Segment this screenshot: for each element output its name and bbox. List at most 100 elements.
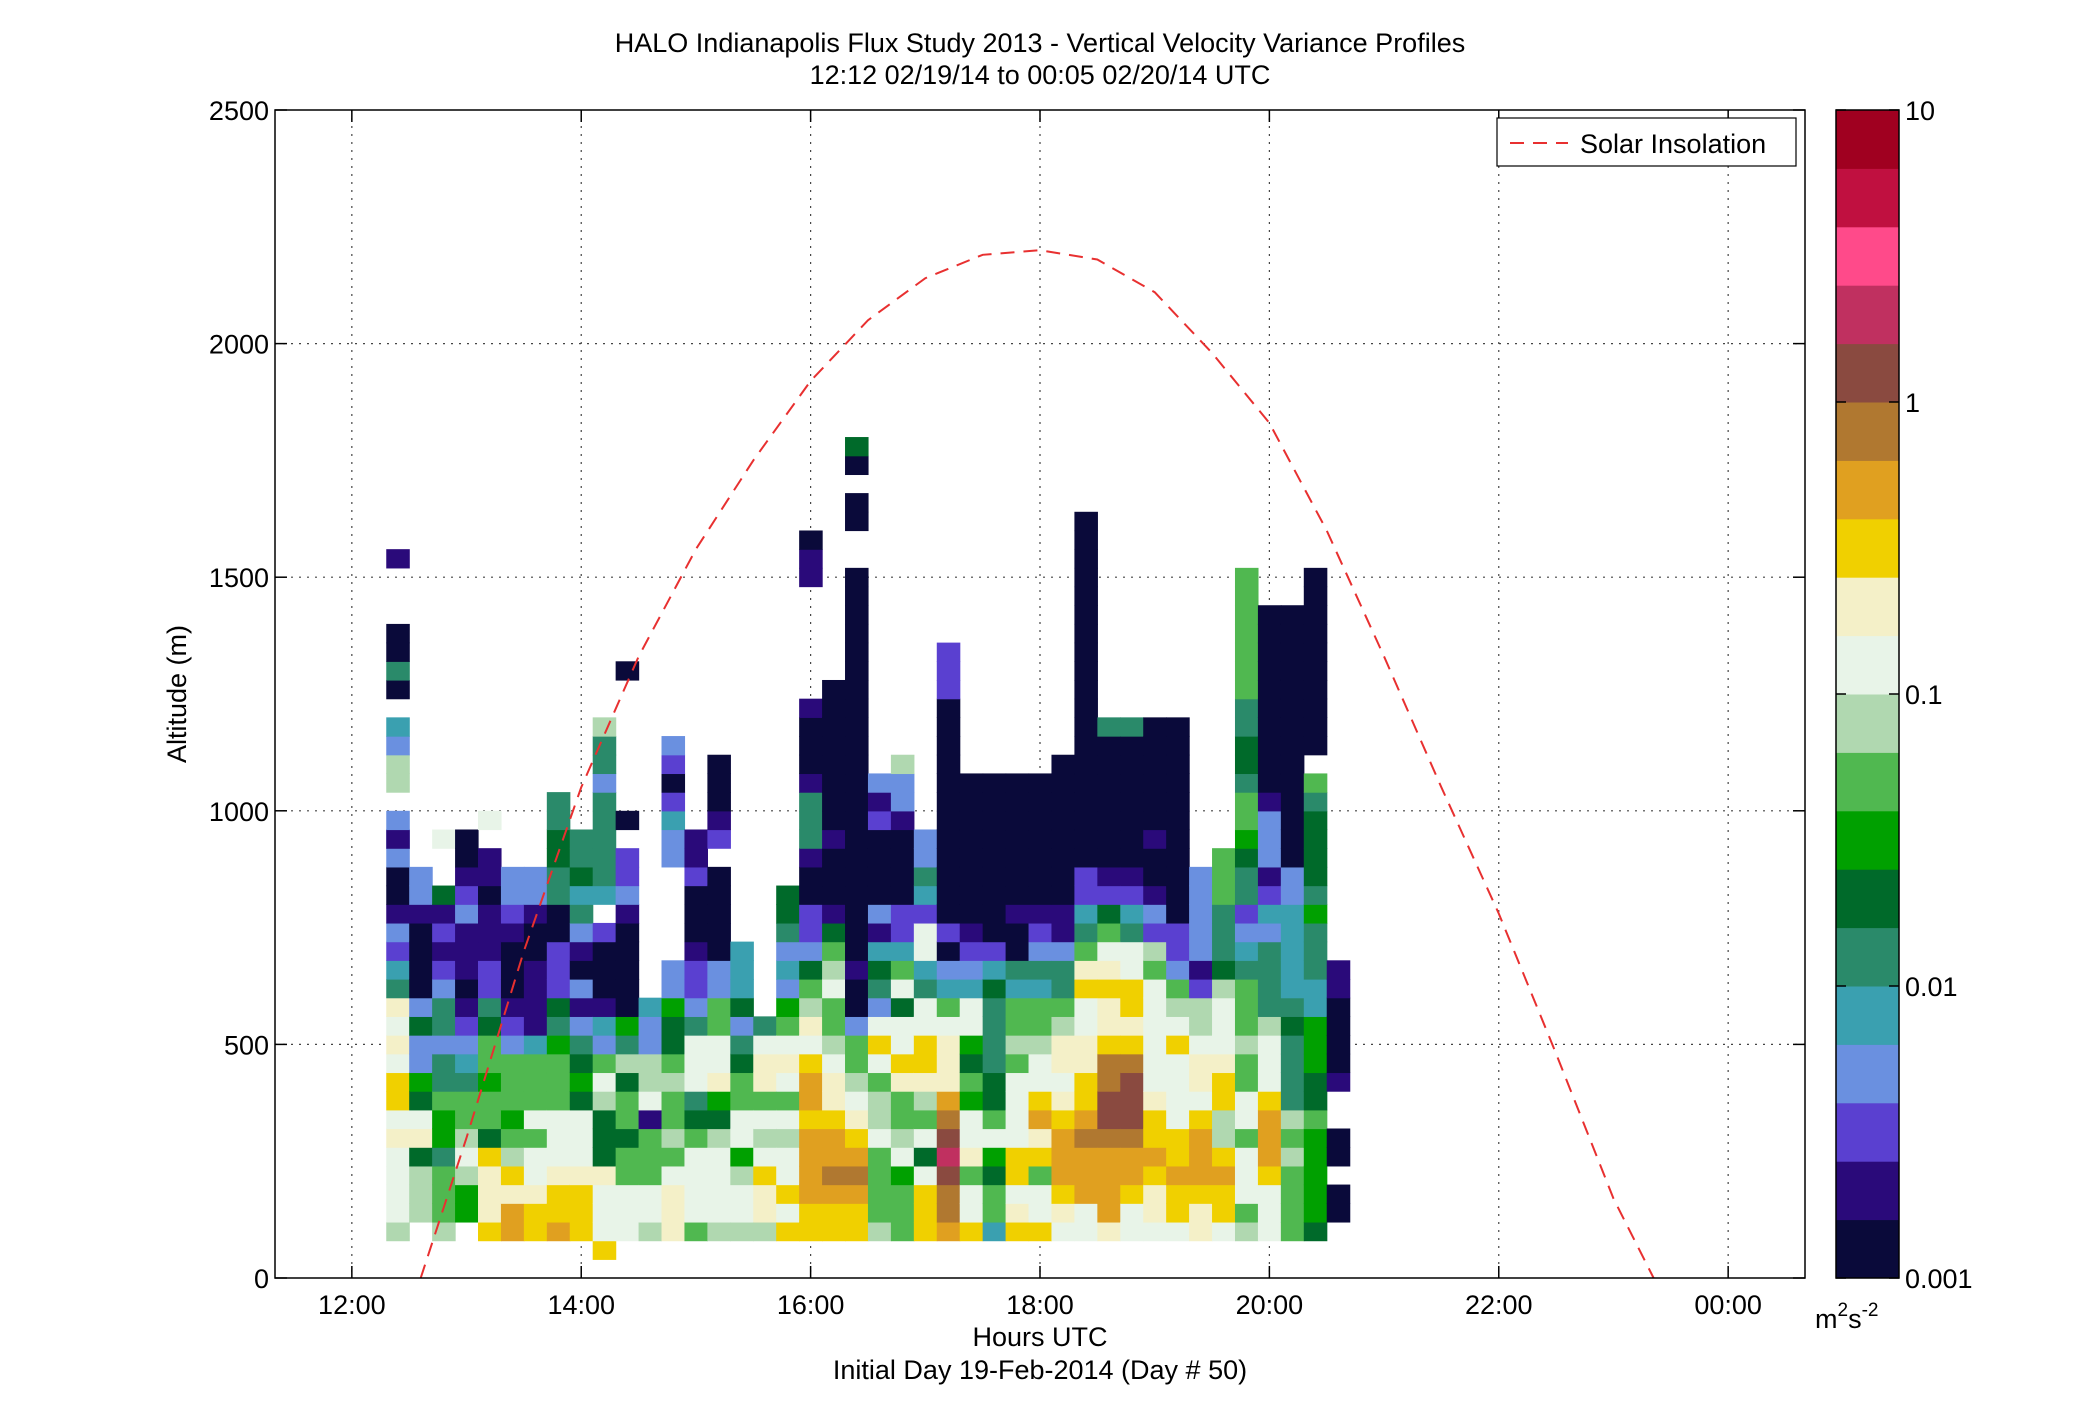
heatmap-cell [386,1147,410,1167]
heatmap-cell [982,792,1007,812]
heatmap-cell [776,1203,800,1223]
heatmap-cell [867,848,892,868]
heatmap-cell [1257,1128,1282,1148]
heatmap-cell [982,1016,1007,1036]
heatmap-cell [1166,997,1190,1017]
heatmap-cell [1280,717,1305,737]
heatmap-cell [546,941,571,961]
heatmap-cell [730,997,754,1017]
heatmap-cell [592,717,617,737]
heatmap-cell [867,1221,892,1242]
heatmap-cell [592,1072,617,1092]
heatmap-cell [1074,698,1098,718]
heatmap-cell [936,922,961,943]
heatmap-cell [1326,978,1351,999]
colorbar-band [1836,968,1899,975]
heatmap-cell [684,1128,708,1148]
heatmap-cell [1303,866,1328,887]
heatmap-cell [1303,810,1328,831]
heatmap-cell [1303,922,1328,943]
heatmap-cell [1257,848,1282,868]
colorbar-band [1836,197,1899,204]
heatmap-cell [1303,1147,1328,1167]
heatmap-cell [1280,997,1305,1017]
heatmap-cell [569,1053,594,1074]
heatmap-cell [546,1221,571,1242]
heatmap-cell [845,455,869,476]
heatmap-cell [730,1128,754,1148]
heatmap-cell [982,1203,1007,1223]
heatmap-cell [1257,642,1282,662]
heatmap-cell [386,717,410,737]
heatmap-cell [867,1109,892,1130]
colorbar-band [1836,980,1899,987]
colorbar-band [1836,927,1899,934]
x-tick-label: 00:00 [1694,1290,1762,1320]
heatmap-cell [1051,773,1076,793]
colorbar-band [1836,676,1899,683]
heatmap-cell [799,810,823,831]
heatmap-cell [500,1184,525,1204]
heatmap-cell [1234,885,1259,905]
heatmap-cell [799,997,823,1017]
heatmap-cell [1005,773,1030,793]
heatmap-cell [890,1221,915,1242]
heatmap-cell [936,1184,961,1204]
heatmap-cell [1120,941,1144,961]
heatmap-cell [684,1053,708,1074]
heatmap-cell [1166,866,1190,887]
heatmap-cell [707,1221,731,1242]
heatmap-cell [982,1184,1007,1204]
heatmap-cell [1257,679,1282,700]
colorbar-band [1836,185,1899,193]
colorbar-band [1836,203,1899,210]
colorbar-band [1836,156,1899,164]
heatmap-cell [936,960,961,980]
heatmap-cell [936,1128,961,1148]
heatmap-cell [913,1203,938,1223]
heatmap-cell [936,661,961,681]
heatmap-cell [936,736,961,756]
heatmap-cell [799,1203,823,1223]
heatmap-cell [1143,978,1167,999]
heatmap-cell [776,1221,800,1242]
heatmap-cell [1280,623,1305,644]
colorbar-band [1836,507,1899,514]
heatmap-cell [1212,960,1236,980]
colorbar-band [1836,273,1899,280]
colorbar-band [1836,898,1899,905]
heatmap-cell [1166,1203,1190,1223]
heatmap-cell [1051,1072,1076,1092]
heatmap-cell [1074,1016,1098,1036]
heatmap-cell [1189,1203,1213,1223]
colorbar-band [1836,425,1899,432]
colorbar-band [1836,799,1899,806]
heatmap-cell [1074,1072,1098,1092]
heatmap-cell [730,1035,754,1055]
x-tick-label: 20:00 [1236,1290,1304,1320]
heatmap-cell [1028,1184,1053,1204]
heatmap-cell [478,1184,502,1204]
heatmap-cell [684,1091,708,1111]
heatmap-cell [1234,1147,1259,1167]
heatmap-cell [1257,960,1282,980]
heatmap-cell [1189,1053,1213,1074]
heatmap-cell [707,885,731,905]
heatmap-cell [1051,754,1076,775]
heatmap-cell [867,997,892,1017]
heatmap-cell [982,1053,1007,1074]
heatmap-cell [799,792,823,812]
heatmap-cell [1143,1221,1167,1242]
heatmap-cell [684,997,708,1017]
heatmap-cell [913,1016,938,1036]
heatmap-cell [1212,1221,1236,1242]
colorbar-unit-m: m [1815,1304,1838,1334]
colorbar-band [1836,658,1899,666]
heatmap-cell [1303,792,1328,812]
heatmap-cell [569,829,594,849]
heatmap-cell [1234,736,1259,756]
colorbar-band [1836,337,1899,345]
heatmap-cell [1257,623,1282,644]
colorbar-band [1836,956,1899,964]
heatmap-cell [753,1184,777,1204]
